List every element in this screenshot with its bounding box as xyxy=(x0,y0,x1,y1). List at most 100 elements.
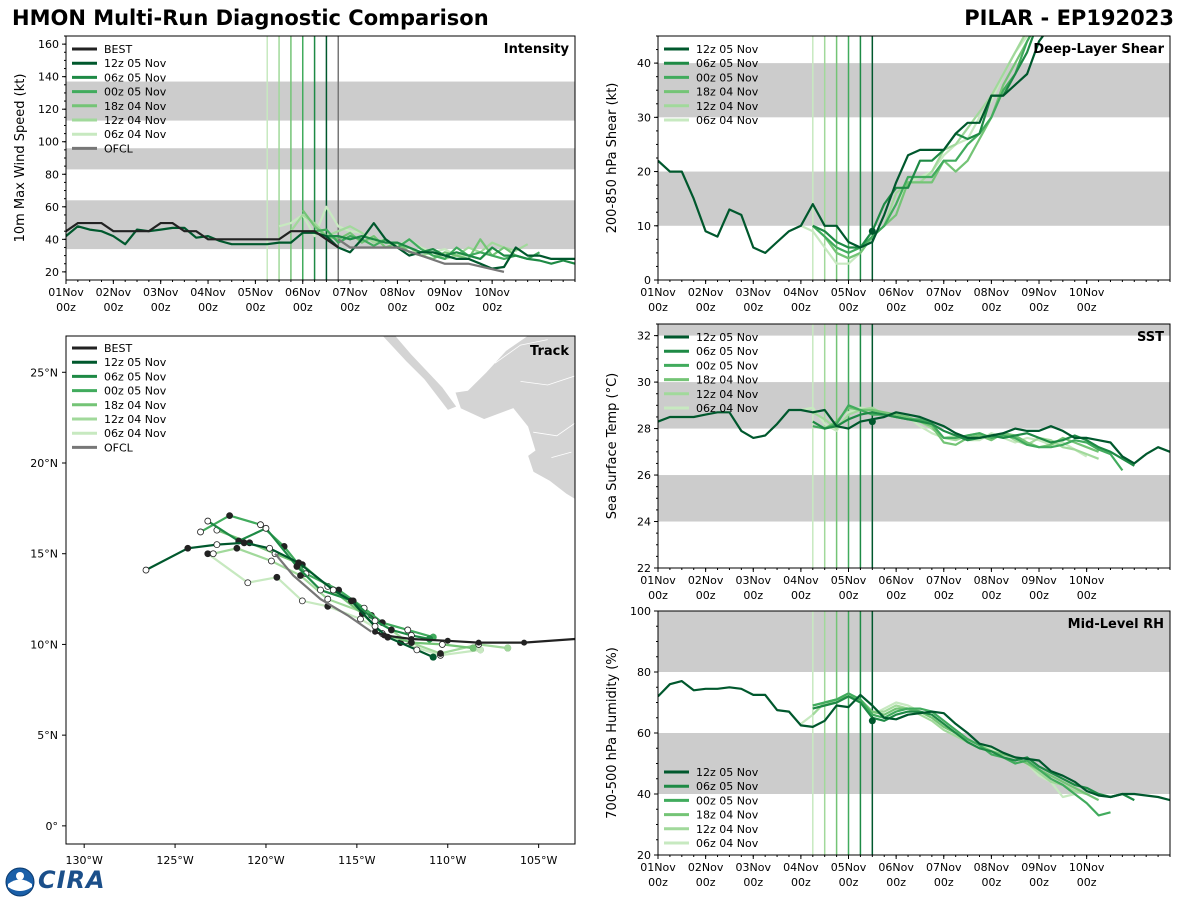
sst-ytick-label: 28 xyxy=(637,423,651,436)
track-series-ofcl xyxy=(274,553,373,633)
track-best-point xyxy=(372,628,379,635)
shear-legend-label: 18z 04 Nov xyxy=(696,86,759,99)
sst-xtick-label: 08Nov xyxy=(974,574,1010,587)
rh-xtick-label: 10Nov xyxy=(1069,861,1105,874)
rh-xtick-label: 06Nov xyxy=(878,861,914,874)
shear-xtick-label: 08Nov xyxy=(974,286,1010,299)
shear-xtick-label: 06Nov xyxy=(878,286,914,299)
intensity-xtick-label: 07Nov xyxy=(332,286,368,299)
shear-ylabel: 200-850 hPa Shear (kt) xyxy=(605,83,620,234)
shear-series-12z-05-nov xyxy=(658,36,1045,254)
sst-ytick-label: 30 xyxy=(637,376,651,389)
track-xtick-label: 105°W xyxy=(520,854,557,867)
sst-xtick-label: 01Nov xyxy=(640,574,676,587)
intensity-ytick-label: 120 xyxy=(38,103,59,116)
rh-xtick-hour: 00z xyxy=(743,876,763,889)
sst-legend-label: 12z 05 Nov xyxy=(696,331,759,344)
track-xtick-label: 110°W xyxy=(429,854,466,867)
rh-xtick-hour: 00z xyxy=(1029,876,1049,889)
shear-band-1 xyxy=(658,63,1170,118)
land-mexico xyxy=(454,336,575,500)
track-series-00z-05-nov-point xyxy=(226,512,234,520)
sst-xtick-hour: 00z xyxy=(791,589,811,602)
track-legend-label: 06z 05 Nov xyxy=(104,370,167,383)
track-series-12z-05-nov-start xyxy=(429,653,437,661)
rh-legend-label: 12z 05 Nov xyxy=(696,766,759,779)
track-series-18z-04-nov xyxy=(216,529,474,650)
track-legend-label: 06z 04 Nov xyxy=(104,427,167,440)
shear-legend-label: 06z 04 Nov xyxy=(696,114,759,127)
rh-xtick-hour: 00z xyxy=(982,876,1002,889)
intensity-title: Intensity xyxy=(504,42,570,57)
rh-xtick-label: 05Nov xyxy=(831,861,867,874)
track-xtick-label: 115°W xyxy=(338,854,375,867)
track-series-06z-05-nov-point xyxy=(387,626,395,634)
intensity-xtick-label: 03Nov xyxy=(143,286,179,299)
sst-ytick-label: 26 xyxy=(637,469,651,482)
intensity-xtick-hour: 00z xyxy=(198,301,218,314)
shear-xtick-hour: 00z xyxy=(791,301,811,314)
shear-series-18z-04-nov xyxy=(823,36,1032,260)
sst-legend-label: 18z 04 Nov xyxy=(696,374,759,387)
rh-current-marker xyxy=(868,717,876,725)
rh-x-axis: 01Nov 00z 02Nov 00z 03Nov 00z 04Nov 00z 05Nov 00z… xyxy=(640,855,1171,889)
sst-xtick-hour: 00z xyxy=(743,589,763,602)
track-title: Track xyxy=(530,344,569,359)
track-series-12z-04-nov xyxy=(212,547,508,655)
track-series-12z-04-nov-point xyxy=(209,550,217,558)
track-series-12z-05-nov-point xyxy=(213,541,221,549)
track-y-axis: 0° 5°N 10°N 15°N 20°N 25°N xyxy=(30,366,66,833)
sst-xtick-hour: 00z xyxy=(696,589,716,602)
intensity-legend-label: 12z 04 Nov xyxy=(104,114,167,127)
track-ytick-label: 25°N xyxy=(30,366,58,379)
intensity-band-2 xyxy=(66,81,575,121)
sst-series-00z-05-nov xyxy=(812,404,1124,472)
track-legend-label: 12z 04 Nov xyxy=(104,413,167,426)
track-series-12z-04-nov-point xyxy=(437,650,444,657)
rh-ytick-label: 40 xyxy=(637,788,651,801)
intensity-ytick-label: 20 xyxy=(45,266,59,279)
intensity-y-axis: 20 40 60 80 100 120 140 160 xyxy=(38,35,66,279)
sst-xtick-hour: 00z xyxy=(886,589,906,602)
track-series-12z-04-nov-point xyxy=(324,595,332,603)
shear-xtick-hour: 00z xyxy=(1029,301,1049,314)
track-legend-label: 18z 04 Nov xyxy=(104,399,167,412)
sst-panel: 22 24 26 28 30 32 01Nov 00z 02Nov 00z 03Nov 00z 04No… xyxy=(605,323,1171,602)
intensity-xtick-hour: 00z xyxy=(103,301,123,314)
track-ytick-label: 15°N xyxy=(30,548,58,561)
track-plot-area xyxy=(142,336,575,661)
intensity-legend-label: OFCL xyxy=(104,142,134,155)
sst-plot-area xyxy=(658,324,1170,568)
track-series-18z-04-nov-point xyxy=(438,641,446,648)
rh-xtick-label: 08Nov xyxy=(974,861,1010,874)
noaa-logo-icon xyxy=(5,867,35,897)
sst-xtick-hour: 00z xyxy=(934,589,954,602)
rh-ylabel: 700-500 hPa Humidity (%) xyxy=(605,647,620,819)
sst-legend-label: 12z 04 Nov xyxy=(696,388,759,401)
shear-x-axis: 01Nov 00z 02Nov 00z 03Nov 00z 04Nov 00z 05Nov 00z… xyxy=(640,280,1171,314)
rh-xtick-label: 09Nov xyxy=(1021,861,1057,874)
track-xtick-label: 120°W xyxy=(247,854,284,867)
track-series-12z-04-nov-start xyxy=(504,644,512,652)
track-best-point xyxy=(381,632,388,639)
intensity-xtick-hour: 00z xyxy=(388,301,408,314)
rh-ytick-label: 60 xyxy=(637,727,651,740)
track-series-12z-05-nov-point xyxy=(371,622,379,630)
intensity-xtick-label: 09Nov xyxy=(427,286,463,299)
intensity-ytick-label: 80 xyxy=(45,168,59,181)
shear-xtick-hour: 00z xyxy=(886,301,906,314)
intensity-xtick-hour: 00z xyxy=(482,301,502,314)
shear-xtick-hour: 00z xyxy=(743,301,763,314)
track-legend-label: 00z 05 Nov xyxy=(104,385,167,398)
shear-legend-label: 12z 04 Nov xyxy=(696,100,759,113)
sst-xtick-label: 10Nov xyxy=(1069,574,1105,587)
sst-ytick-label: 24 xyxy=(637,516,651,529)
intensity-ytick-label: 100 xyxy=(38,136,59,149)
rh-y-axis: 20 40 60 80 100 xyxy=(630,605,658,862)
rh-legend-label: 18z 04 Nov xyxy=(696,809,759,822)
land-baja xyxy=(381,336,458,411)
